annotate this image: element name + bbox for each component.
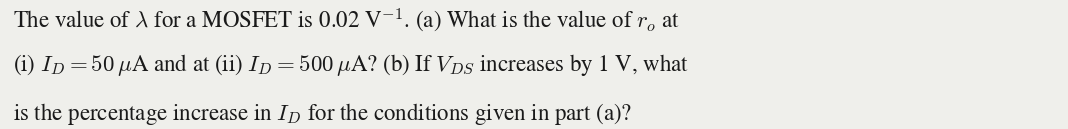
Text: is the percentage increase in $I_D$ for the conditions given in part (a)?: is the percentage increase in $I_D$ for … <box>13 101 632 127</box>
Text: (i) $I_D = 50\,\mu$A and at (ii) $I_D = 500\,\mu$A? (b) If $V_{DS}$ increases by: (i) $I_D = 50\,\mu$A and at (ii) $I_D = … <box>13 52 689 78</box>
Text: The value of $\lambda$ for a MOSFET is 0.02 V$^{-1}$. (a) What is the value of $: The value of $\lambda$ for a MOSFET is 0… <box>13 6 680 34</box>
